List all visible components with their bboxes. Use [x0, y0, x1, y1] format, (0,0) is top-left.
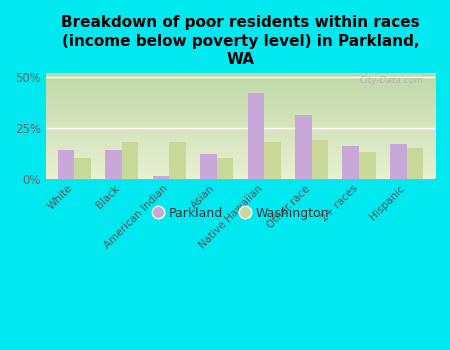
Bar [58, 150, 74, 178]
Bar [169, 142, 186, 178]
Bar [122, 142, 139, 178]
Bar [295, 116, 311, 178]
Legend: Parkland, Washington: Parkland, Washington [147, 202, 334, 225]
Bar [217, 158, 233, 178]
Text: City-Data.com: City-Data.com [360, 76, 423, 85]
Bar [248, 93, 264, 178]
Bar [105, 150, 122, 178]
Bar [359, 152, 376, 178]
Bar [390, 144, 406, 178]
Bar [153, 176, 169, 178]
Bar [311, 140, 328, 178]
Bar [264, 142, 281, 178]
Title: Breakdown of poor residents within races
(income below poverty level) in Parklan: Breakdown of poor residents within races… [61, 15, 420, 67]
Bar [74, 158, 91, 178]
Bar [342, 146, 359, 178]
Bar [200, 154, 217, 178]
Bar [406, 148, 423, 178]
